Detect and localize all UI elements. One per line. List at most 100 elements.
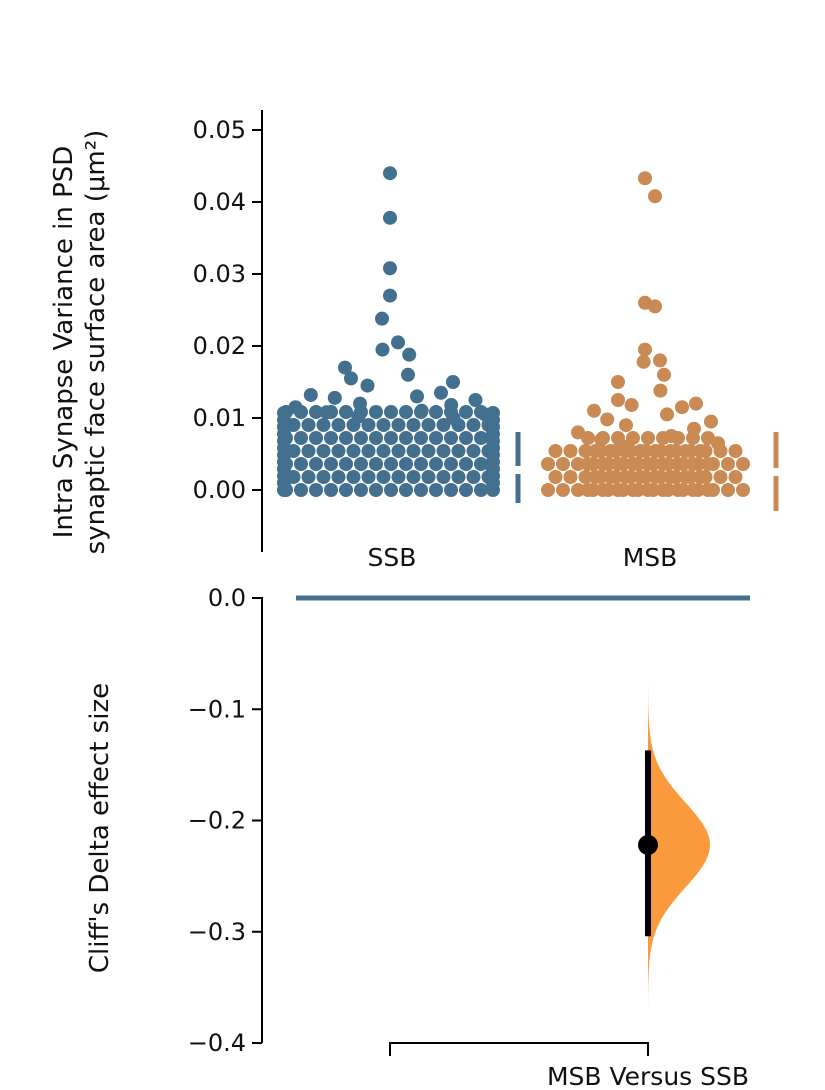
swarm-point-ssb	[478, 407, 492, 422]
swarm-point-ssb	[376, 418, 391, 432]
swarm-point-ssb	[444, 483, 458, 497]
swarm-point-ssb	[309, 457, 323, 471]
swarm-point-msb	[728, 470, 743, 484]
swarm-point-ssb	[399, 405, 413, 419]
swarm-point-msb	[588, 470, 603, 484]
swarm-point-ssb	[399, 483, 413, 497]
swarm-point-ssb	[421, 470, 436, 484]
swarm-point-msb	[686, 457, 700, 471]
swarm-point-ssb	[338, 360, 352, 375]
bottom-y-ticks: 0.0 −0.1 −0.2 −0.3 −0.4	[188, 584, 262, 1057]
swarm-point-msb	[603, 444, 618, 458]
top-y-axis-title-line2: synaptic face surface area (μm²)	[81, 130, 111, 555]
swarm-point-ssb	[399, 431, 413, 445]
swarm-point-ssb	[384, 457, 398, 471]
swarm-point-msb	[693, 444, 708, 458]
swarm-ssb	[277, 166, 500, 497]
swarm-point-ssb	[444, 457, 458, 471]
bottom-y-tick-label: −0.3	[188, 918, 246, 946]
swarm-point-ssb	[324, 457, 338, 471]
swarm-point-msb	[626, 457, 640, 471]
swarm-point-msb	[686, 483, 700, 497]
swarm-point-ssb	[429, 405, 443, 419]
swarm-point-ssb	[414, 403, 429, 418]
bottom-y-tick-label: 0.0	[208, 584, 246, 612]
swarm-point-ssb	[339, 405, 353, 419]
swarm-point-msb	[653, 383, 668, 398]
swarm-point-ssb	[344, 371, 358, 386]
swarm-point-msb	[587, 403, 601, 418]
swarm-point-msb	[656, 483, 670, 497]
comparison-bracket	[389, 1042, 649, 1056]
swarm-point-ssb	[301, 418, 316, 432]
swarm-point-msb	[578, 470, 593, 484]
swarm-point-ssb	[354, 431, 368, 445]
swarm-point-msb	[641, 483, 655, 497]
swarm-point-ssb	[375, 342, 390, 357]
swarm-point-msb	[656, 457, 670, 471]
swarm-point-ssb	[361, 470, 376, 484]
swarm-point-msb	[594, 432, 609, 447]
swarm-point-msb	[596, 483, 610, 497]
swarm-msb	[541, 171, 750, 497]
swarm-point-msb	[626, 483, 640, 497]
swarm-point-ssb	[451, 470, 466, 484]
swarm-point-ssb	[406, 418, 421, 432]
swarm-point-ssb	[384, 483, 398, 497]
top-y-tick-label: 0.03	[193, 260, 246, 288]
bottom-y-tick-label: −0.4	[188, 1029, 246, 1057]
swarm-point-msb	[563, 470, 578, 484]
swarm-point-ssb	[316, 470, 331, 484]
swarm-point-ssb	[361, 418, 376, 432]
swarm-panel: 0.00 0.01 0.02 0.03 0.04 0.05 SSB MSB Intra S…	[49, 110, 779, 572]
swarm-point-msb	[701, 483, 715, 497]
top-y-tick-label: 0.02	[193, 332, 246, 360]
swarm-point-ssb	[466, 444, 481, 458]
swarm-point-ssb	[436, 444, 451, 458]
swarm-point-msb	[626, 431, 640, 445]
swarm-point-ssb	[369, 457, 383, 471]
swarm-point-ssb	[436, 470, 451, 484]
category-label-ssb: SSB	[368, 543, 417, 572]
effect-size-panel: 0.0 −0.1 −0.2 −0.3 −0.4 MSB Versus SSB Cliff…	[85, 584, 750, 1090]
swarm-point-ssb	[331, 418, 346, 432]
swarm-point-msb	[581, 483, 595, 497]
bottom-y-tick-label: −0.1	[188, 695, 246, 723]
swarm-point-ssb	[466, 470, 481, 484]
swarm-point-ssb	[324, 483, 338, 497]
swarm-point-ssb	[301, 470, 316, 484]
swarm-point-ssb	[361, 444, 376, 458]
top-y-ticks: 0.00 0.01 0.02 0.03 0.04 0.05	[193, 116, 262, 504]
swarm-point-msb	[660, 407, 674, 422]
swarm-point-ssb	[391, 444, 406, 458]
comparison-label: MSB Versus SSB	[547, 1062, 749, 1090]
swarm-point-ssb	[294, 483, 308, 497]
swarm-point-ssb	[327, 390, 342, 405]
swarm-point-ssb	[339, 431, 353, 445]
swarm-point-msb	[581, 457, 595, 471]
swarm-point-ssb	[474, 431, 488, 445]
category-label-msb: MSB	[623, 543, 678, 572]
top-y-tick-label: 0.05	[193, 116, 246, 144]
swarm-point-msb	[596, 457, 610, 471]
swarm-point-ssb	[429, 431, 443, 445]
swarm-point-ssb	[421, 418, 436, 432]
swarm-point-ssb	[369, 483, 383, 497]
swarm-point-msb	[633, 470, 648, 484]
swarm-point-ssb	[446, 411, 461, 425]
top-y-tick-label: 0.01	[193, 404, 246, 432]
swarm-point-ssb	[468, 393, 483, 407]
swarm-point-msb	[736, 483, 750, 497]
swarm-point-msb	[671, 457, 685, 471]
swarm-point-ssb	[402, 347, 417, 362]
swarm-point-msb	[713, 470, 728, 484]
swarm-point-msb	[663, 470, 678, 484]
swarm-point-msb	[617, 439, 632, 454]
swarm-point-msb	[641, 431, 655, 445]
swarm-point-ssb	[375, 311, 389, 326]
swarm-point-ssb	[353, 396, 367, 411]
swarm-point-ssb	[444, 398, 459, 413]
swarm-point-msb	[588, 444, 603, 458]
swarm-point-msb	[648, 299, 662, 314]
